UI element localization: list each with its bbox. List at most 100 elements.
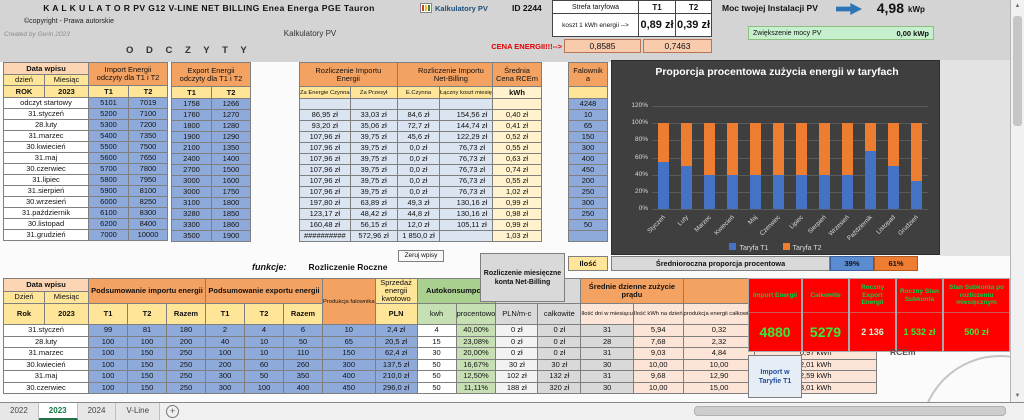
horizontal-scrollbar-thumb[interactable] <box>694 406 1006 416</box>
falownik-production-cell[interactable]: 250 <box>568 186 608 198</box>
export-t1-cell[interactable]: 3100 <box>171 197 212 209</box>
export-t1-cell[interactable]: 2700 <box>171 164 212 176</box>
sum-exp-t2-header: T2 <box>244 303 284 325</box>
import-t2-cell[interactable]: 7950 <box>128 174 168 186</box>
koszt-t2-value[interactable]: 0,39 zł <box>675 13 712 37</box>
falownik-production-cell[interactable]: 300 <box>568 197 608 209</box>
rcem-price-cell[interactable]: 0,98 zł <box>492 207 542 220</box>
rcem-price-cell[interactable]: 0,99 zł <box>492 218 542 231</box>
rcem-price-cell[interactable]: 0,40 zł <box>492 108 542 121</box>
summary-month-label: 31.styczeń <box>3 324 89 337</box>
rcem-price-cell[interactable]: 1,03 zł <box>492 229 542 242</box>
export-t2-cell[interactable]: 1860 <box>211 219 251 231</box>
import-t2-cell[interactable]: 8300 <box>128 207 168 219</box>
energy-price-t2[interactable]: 0,7463 <box>643 39 712 53</box>
pv-power-value[interactable]: 4,98 <box>876 0 904 16</box>
import-t1-cell[interactable]: 5900 <box>88 185 129 197</box>
sum-sprzedaz-cell: 2,4 zł <box>374 324 418 337</box>
import-t2-cell[interactable]: 8100 <box>128 185 168 197</box>
export-t1-cell[interactable]: 3000 <box>171 186 212 198</box>
vertical-scrollbar[interactable]: ▲ ▼ <box>1010 0 1024 402</box>
scroll-up-icon[interactable]: ▲ <box>1014 3 1021 9</box>
import-t2-cell[interactable]: 10000 <box>128 229 168 241</box>
rcem-price-cell[interactable]: 0,74 zł <box>492 163 542 176</box>
export-t1-cell[interactable]: 3500 <box>171 230 212 242</box>
falownik-production-cell[interactable] <box>568 230 608 242</box>
falownik-production-cell[interactable]: 4248 <box>568 98 608 110</box>
falownik-production-cell[interactable]: 150 <box>568 131 608 143</box>
falownik-production-cell[interactable]: 50 <box>568 219 608 231</box>
import-t1-cell[interactable]: 6100 <box>88 207 129 219</box>
rcem-price-cell[interactable] <box>492 98 542 110</box>
rcem-price-cell[interactable]: 1,02 zł <box>492 185 542 198</box>
falownik-production-cell[interactable]: 65 <box>568 120 608 132</box>
reset-entries-button[interactable]: Zeruj wpisy <box>398 250 444 262</box>
import-t1-cell[interactable]: 7000 <box>88 229 129 241</box>
import-t1-cell[interactable]: 5600 <box>88 152 129 164</box>
rcem-price-cell[interactable]: 0,99 zł <box>492 196 542 209</box>
export-t1-cell[interactable]: 3000 <box>171 175 212 187</box>
scroll-down-icon[interactable]: ▼ <box>1014 393 1021 399</box>
import-t1-cell[interactable]: 6000 <box>88 196 129 208</box>
export-t2-cell[interactable]: 1800 <box>211 197 251 209</box>
import-t2-cell[interactable]: 7650 <box>128 152 168 164</box>
export-t1-cell[interactable]: 1900 <box>171 131 212 143</box>
export-t1-cell[interactable]: 2100 <box>171 142 212 154</box>
export-t2-cell[interactable]: 1400 <box>211 153 251 165</box>
export-t2-cell[interactable]: 1850 <box>211 208 251 220</box>
sheet-tab-2023[interactable]: 2023 <box>38 403 78 420</box>
export-t2-cell[interactable]: 1280 <box>211 120 251 132</box>
sheet-tab-2024[interactable]: 2024 <box>77 403 117 420</box>
import-t2-cell[interactable]: 7100 <box>128 108 168 120</box>
import-t1-cell[interactable]: 5800 <box>88 174 129 186</box>
falownik-production-cell[interactable]: 400 <box>568 153 608 165</box>
export-t1-cell[interactable]: 1758 <box>171 98 212 110</box>
import-t1-cell[interactable]: 5300 <box>88 119 129 131</box>
falownik-production-cell[interactable]: 200 <box>568 175 608 187</box>
sheet-tab-2022[interactable]: 2022 <box>0 403 39 420</box>
import-t1-cell[interactable]: 5700 <box>88 163 129 175</box>
export-t1-cell[interactable]: 1800 <box>171 120 212 132</box>
export-t1-cell[interactable]: 3280 <box>171 208 212 220</box>
rok-value[interactable]: 2023 <box>44 85 89 98</box>
add-sheet-button[interactable]: + <box>166 405 180 418</box>
rcem-price-cell[interactable]: 0,41 zł <box>492 119 542 132</box>
koszt-t1-value[interactable]: 0,89 zł <box>638 13 676 37</box>
rcem-price-cell[interactable]: 0,63 zł <box>492 152 542 165</box>
export-t2-cell[interactable]: 1290 <box>211 131 251 143</box>
export-t1-cell[interactable]: 3300 <box>171 219 212 231</box>
falownik-production-cell[interactable]: 10 <box>568 109 608 121</box>
import-t2-cell[interactable]: 7200 <box>128 119 168 131</box>
import-t2-cell[interactable]: 7800 <box>128 163 168 175</box>
export-t2-cell[interactable]: 1270 <box>211 109 251 121</box>
import-t2-cell[interactable]: 8250 <box>128 196 168 208</box>
pv-increase-value[interactable]: 0,00 kWp <box>896 28 929 38</box>
export-t1-cell[interactable]: 1760 <box>171 109 212 121</box>
falownik-production-cell[interactable]: 450 <box>568 164 608 176</box>
export-t2-cell[interactable]: 1350 <box>211 142 251 154</box>
export-t1-cell[interactable]: 2400 <box>171 153 212 165</box>
energy-price-t1[interactable]: 0,8585 <box>564 39 641 53</box>
import-t2-cell[interactable]: 7019 <box>128 97 168 109</box>
import-t2-cell[interactable]: 7500 <box>128 141 168 153</box>
rcem-price-cell[interactable]: 0,55 zł <box>492 141 542 154</box>
sum-imp-razem-cell: 250 <box>166 370 206 383</box>
import-t2-cell[interactable]: 8400 <box>128 218 168 230</box>
export-t2-cell[interactable]: 1266 <box>211 98 251 110</box>
import-t2-cell[interactable]: 7350 <box>128 130 168 142</box>
export-t2-cell[interactable]: 1500 <box>211 164 251 176</box>
sheet-tab-v-line[interactable]: V-Line <box>116 403 161 420</box>
import-t1-cell[interactable]: 6200 <box>88 218 129 230</box>
rcem-price-cell[interactable]: 0,55 zł <box>492 174 542 187</box>
falownik-production-cell[interactable]: 300 <box>568 142 608 154</box>
vertical-scrollbar-thumb[interactable] <box>1013 16 1022 126</box>
rcem-price-cell[interactable]: 0,52 zł <box>492 130 542 143</box>
falownik-production-cell[interactable]: 250 <box>568 208 608 220</box>
import-t1-cell[interactable]: 5500 <box>88 141 129 153</box>
export-t2-cell[interactable]: 1900 <box>211 230 251 242</box>
import-t1-cell[interactable]: 5400 <box>88 130 129 142</box>
export-t2-cell[interactable]: 1600 <box>211 175 251 187</box>
import-t1-cell[interactable]: 5200 <box>88 108 129 120</box>
import-t1-cell[interactable]: 5101 <box>88 97 129 109</box>
export-t2-cell[interactable]: 1750 <box>211 186 251 198</box>
